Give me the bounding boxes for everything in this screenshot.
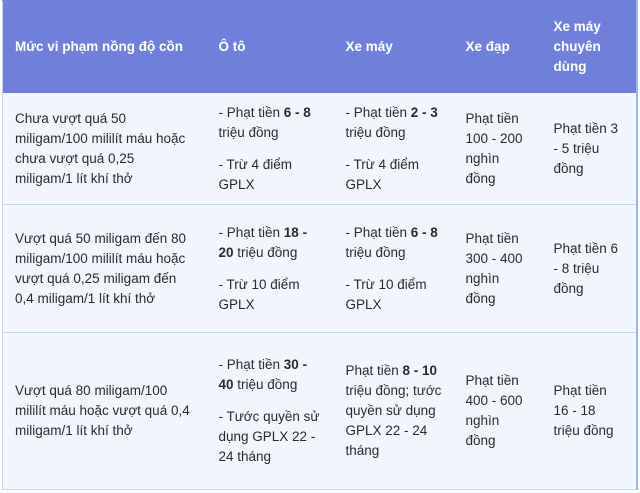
cell-text: Phạt tiền 300 - 400 nghìn đồng (465, 230, 523, 306)
column-header: Xe máy chuyên dùng (541, 0, 637, 93)
cell-paragraph: - Phạt tiền 30 - 40 triệu đồng (219, 355, 322, 395)
cell-text: Phạt tiền 6 - 8 triệu đồng (553, 240, 619, 296)
cell-paragraph: - Trừ 10 điểm GPLX (346, 275, 442, 315)
bold-text: 6 - 8 (283, 104, 311, 120)
cell-text: Phạt tiền 400 - 600 nghìn đồng (465, 373, 523, 448)
cell-text: triệu đồng (345, 124, 406, 140)
cell-text: - Phạt tiền (345, 104, 411, 120)
table-cell: Phạt tiền 3 - 5 triệu đồng (541, 93, 637, 205)
column-header: Xe máy (333, 0, 454, 93)
cell-text: - Trừ 4 điểm GPLX (345, 156, 420, 192)
cell-paragraph: - Phạt tiền 6 - 8 triệu đồng (219, 103, 322, 143)
cell-paragraph: Phạt tiền 16 - 18 triệu đồng (554, 381, 624, 441)
cell-text: Phạt tiền (345, 363, 403, 378)
cell-paragraph: Vượt quá 80 miligam/100 mililít máu hoặc… (15, 381, 195, 441)
cell-paragraph: Vượt quá 50 miligam đến 80 miligam/100 m… (15, 229, 195, 309)
cell-paragraph: - Tước quyền sử dụng GPLX 22 - 24 tháng (219, 407, 322, 467)
cell-text: - Trừ 10 điểm GPLX (218, 276, 300, 312)
table-cell: Chưa vượt quá 50 miligam/100 mililít máu… (2, 93, 207, 205)
cell-text: Phạt tiền 3 - 5 triệu đồng (553, 120, 619, 176)
table-cell: Vượt quá 80 miligam/100 mililít máu hoặc… (2, 332, 207, 490)
bold-text: 8 - 10 (402, 363, 438, 378)
cell-paragraph: - Trừ 4 điểm GPLX (346, 155, 442, 195)
cell-text: Phạt tiền 16 - 18 triệu đồng (553, 383, 614, 438)
cell-paragraph: Phạt tiền 3 - 5 triệu đồng (554, 119, 624, 179)
bold-text: 18 - 20 (218, 224, 308, 260)
column-header: Xe đạp (453, 0, 542, 93)
table-row: Vượt quá 80 miligam/100 mililít máu hoặc… (2, 332, 637, 490)
cell-text: triệu đồng; tước quyền sử dụng GPLX 22 -… (345, 383, 442, 458)
cell-paragraph: Phạt tiền 100 - 200 nghìn đồng (466, 109, 530, 189)
cell-paragraph: Phạt tiền 6 - 8 triệu đồng (554, 239, 624, 299)
cell-paragraph: - Trừ 4 điểm GPLX (219, 155, 322, 195)
cell-text: - Trừ 4 điểm GPLX (218, 156, 293, 192)
column-header: Mức vi phạm nồng độ cồn (2, 0, 207, 93)
table-body: Chưa vượt quá 50 miligam/100 mililít máu… (2, 93, 637, 490)
table-cell: Phạt tiền 8 - 10 triệu đồng; tước quyền … (333, 332, 454, 490)
cell-text: triệu đồng (218, 124, 279, 140)
cell-text: Vượt quá 80 miligam/100 mililít máu hoặc… (15, 383, 190, 438)
table-cell: Phạt tiền 100 - 200 nghìn đồng (453, 93, 542, 205)
header-row: Mức vi phạm nồng độ cồn Ô tô Xe máy Xe đạp X… (2, 0, 637, 93)
table-cell: Phạt tiền 300 - 400 nghìn đồng (453, 204, 542, 333)
table-cell: - Phạt tiền 2 - 3 triệu đồng - Trừ 4 điểm… (333, 93, 454, 205)
bold-text: 6 - 8 (410, 224, 438, 240)
column-header: Ô tô (206, 0, 334, 93)
cell-text: Phạt tiền 100 - 200 nghìn đồng (465, 110, 523, 186)
table-cell: Phạt tiền 16 - 18 triệu đồng (541, 332, 637, 490)
bold-text: 2 - 3 (410, 104, 438, 120)
cell-paragraph: Phạt tiền 400 - 600 nghìn đồng (466, 371, 530, 451)
cell-paragraph: Chưa vượt quá 50 miligam/100 mililít máu… (15, 109, 195, 189)
cell-paragraph: Phạt tiền 300 - 400 nghìn đồng (466, 229, 530, 309)
cell-paragraph: - Trừ 10 điểm GPLX (219, 275, 322, 315)
cell-text: - Phạt tiền (218, 224, 284, 240)
cell-text: - Tước quyền sử dụng GPLX 22 - 24 tháng (218, 409, 320, 464)
cell-text: Vượt quá 50 miligam đến 80 miligam/100 m… (15, 230, 186, 306)
cell-text: - Phạt tiền (218, 357, 284, 372)
cell-text: triệu đồng (345, 244, 406, 260)
cell-paragraph: - Phạt tiền 6 - 8 triệu đồng (346, 223, 442, 263)
table-cell: Vượt quá 50 miligam đến 80 miligam/100 m… (2, 204, 207, 333)
table-row: Chưa vượt quá 50 miligam/100 mililít máu… (2, 93, 637, 205)
cell-text: Chưa vượt quá 50 miligam/100 mililít máu… (15, 110, 186, 186)
cell-text: - Phạt tiền (218, 104, 284, 120)
table-cell: Phạt tiền 6 - 8 triệu đồng (541, 204, 637, 333)
cell-paragraph: - Phạt tiền 2 - 3 triệu đồng (346, 103, 442, 143)
table-cell: - Phạt tiền 6 - 8 triệu đồng - Trừ 4 điểm… (206, 93, 334, 205)
table-cell: - Phạt tiền 30 - 40 triệu đồng - Tước quy… (206, 332, 334, 490)
cell-paragraph: - Phạt tiền 18 - 20 triệu đồng (219, 223, 322, 263)
cell-text: triệu đồng (233, 377, 298, 392)
cell-text: triệu đồng (233, 244, 298, 260)
cell-text: - Phạt tiền (345, 224, 411, 240)
table-row: Vượt quá 50 miligam đến 80 miligam/100 m… (2, 204, 637, 333)
table-cell: - Phạt tiền 18 - 20 triệu đồng - Trừ 10 đ… (206, 204, 334, 333)
bold-text: 30 - 40 (218, 357, 308, 392)
cell-text: - Trừ 10 điểm GPLX (345, 276, 427, 312)
cell-paragraph: Phạt tiền 8 - 10 triệu đồng; tước quyền … (346, 361, 442, 461)
table-cell: - Phạt tiền 6 - 8 triệu đồng - Trừ 10 điể… (333, 204, 454, 333)
table-cell: Phạt tiền 400 - 600 nghìn đồng (453, 332, 542, 490)
